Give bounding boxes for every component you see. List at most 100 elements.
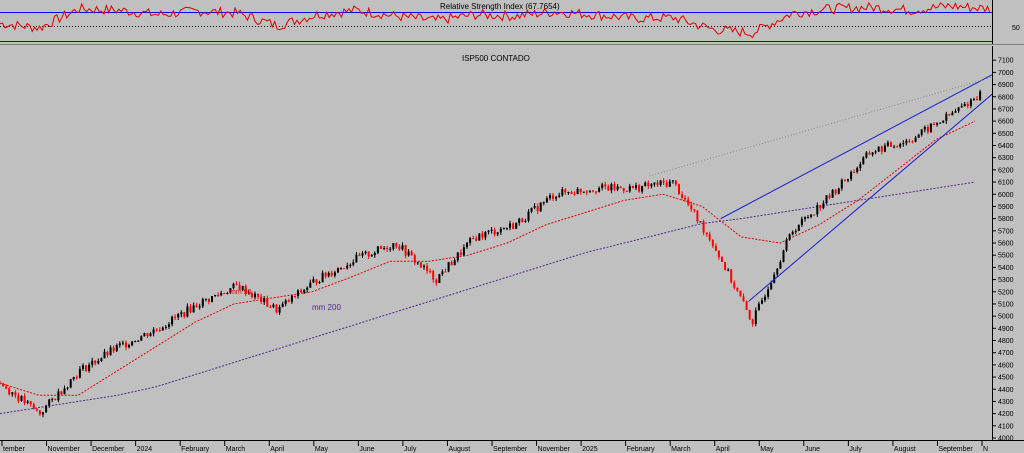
candle-body: [125, 342, 127, 348]
candle-body: [115, 345, 118, 352]
candle-body: [180, 312, 183, 315]
candle-body: [146, 333, 149, 337]
y-tick-label: 4800: [998, 338, 1014, 345]
candle-body: [232, 283, 235, 289]
y-tick-label: 4100: [998, 423, 1014, 430]
candle-body: [684, 197, 687, 200]
y-tick-label: 4700: [998, 350, 1014, 357]
candle-body: [966, 104, 969, 106]
candle-body: [453, 260, 456, 266]
candle-body: [112, 347, 115, 352]
candle-body: [97, 360, 100, 364]
candle-body: [696, 210, 699, 222]
candle-body: [164, 326, 167, 328]
candle-body: [926, 126, 929, 132]
candle-body: [364, 251, 367, 254]
candle-body: [555, 197, 558, 199]
candle-body: [315, 279, 318, 283]
y-ticks-group: 4000 4100 4200 4300 4400 4500 4600 4700 4800 4900…: [992, 58, 1014, 443]
candle-body: [312, 279, 315, 283]
price-title: ISP500 CONTADO: [462, 54, 530, 63]
x-tick-label: May: [760, 446, 774, 453]
candle-body: [343, 268, 346, 269]
candle-body: [269, 306, 272, 308]
x-tick-label: February: [181, 446, 210, 453]
candle-body: [957, 107, 960, 112]
candle-body: [318, 282, 321, 284]
candles-group: [0, 89, 982, 418]
candle-body: [748, 310, 751, 320]
candle-body: [874, 151, 877, 153]
channel-dotted-line: [649, 76, 993, 177]
candle-body: [518, 218, 521, 223]
candle-body: [478, 233, 481, 241]
candle-body: [973, 99, 975, 100]
y-tick-label: 5900: [998, 204, 1014, 211]
candle-body: [85, 365, 87, 371]
candle-body: [51, 398, 54, 400]
candle-body: [843, 179, 846, 181]
candle-body: [438, 274, 441, 283]
candle-body: [604, 184, 607, 187]
x-tick-label: September: [938, 446, 973, 453]
candle-body: [183, 312, 186, 317]
candle-body: [800, 218, 803, 225]
candle-body: [770, 283, 773, 290]
candle-body: [444, 271, 447, 273]
candle-body: [736, 287, 739, 291]
candle-body: [638, 185, 641, 192]
candle-body: [708, 234, 711, 240]
candle-body: [143, 333, 146, 337]
candle-body: [54, 398, 57, 401]
candle-body: [933, 123, 935, 125]
candle-body: [699, 221, 702, 223]
candle-body: [948, 113, 951, 116]
candle-body: [920, 129, 923, 135]
candle-body: [601, 184, 604, 188]
candle-body: [595, 191, 597, 193]
y-tick-label: 6700: [998, 106, 1014, 113]
candle-body: [536, 206, 539, 212]
x-tick-label: March: [671, 446, 691, 453]
candle-body: [45, 405, 48, 413]
rsi-title: Relative Strength Index (67.7654): [440, 2, 560, 11]
candle-body: [63, 388, 66, 395]
candle-body: [521, 218, 524, 222]
y-tick-label: 5700: [998, 228, 1014, 235]
candle-body: [155, 329, 158, 331]
candle-body: [161, 327, 164, 331]
candle-body: [635, 185, 637, 188]
rsi-level-label: 50: [1012, 25, 1020, 32]
candle-body: [865, 152, 868, 158]
candle-body: [260, 296, 263, 302]
candle-body: [733, 282, 736, 288]
ma200-line: [0, 181, 976, 415]
candle-body: [367, 251, 370, 257]
candle-body: [837, 188, 840, 194]
rsi-panel: [0, 0, 1024, 44]
candle-body: [730, 269, 733, 283]
rsi-series-group: [0, 1, 991, 39]
candle-body: [963, 104, 966, 107]
candle-body: [840, 179, 843, 189]
candle-body: [622, 188, 625, 191]
candle-body: [395, 243, 398, 247]
y-tick-label: 5800: [998, 216, 1014, 223]
candle-body: [134, 341, 137, 343]
candle-body: [834, 189, 837, 194]
x-tick-label: June: [805, 446, 820, 453]
candle-body: [435, 279, 438, 283]
candle-body: [896, 146, 899, 148]
candle-body: [779, 261, 782, 269]
candle-body: [598, 187, 601, 192]
candle-body: [819, 205, 822, 209]
candle-body: [294, 295, 296, 297]
candle-body: [195, 305, 198, 308]
candle-body: [868, 152, 871, 155]
candle-body: [23, 396, 26, 403]
candle-body: [266, 298, 269, 307]
x-tick-label: April: [270, 446, 284, 453]
candle-body: [333, 272, 336, 276]
candle-body: [401, 245, 404, 250]
